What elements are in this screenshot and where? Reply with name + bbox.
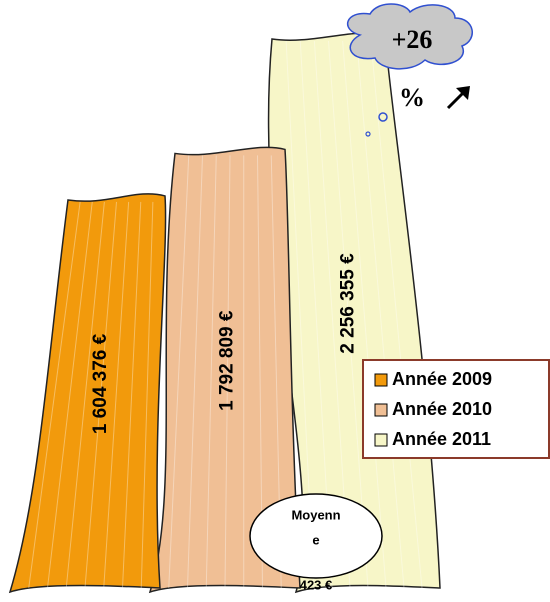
bar-stripe	[187, 155, 203, 589]
legend-swatch	[374, 433, 388, 447]
legend-label: Année 2010	[392, 399, 492, 419]
bar-stripe	[122, 201, 142, 589]
average: Moyenn e 423 €	[249, 493, 383, 592]
value-label: 1 604 376 €	[90, 333, 111, 434]
legend-swatch	[374, 403, 388, 417]
bar-stripe	[103, 201, 130, 589]
value-label: 1 792 809 €	[217, 310, 238, 411]
bar-stripe	[356, 40, 405, 589]
arrow-head	[456, 86, 470, 100]
legend-swatch	[374, 373, 388, 387]
legend-items: Année 2009 Année 2010 Année 2011	[374, 369, 492, 449]
average-ellipse	[249, 493, 383, 579]
average-label: e	[312, 532, 319, 547]
bars: 2 256 355 € 1 792 809 € 1 604 376 €	[8, 32, 441, 594]
bar-stripe	[168, 155, 190, 589]
average-label: 423 €	[300, 577, 333, 592]
average-label: Moyenn	[291, 507, 340, 522]
bar	[148, 146, 301, 594]
bar-stripe	[84, 201, 117, 589]
legend: Année 2009 Année 2010 Année 2011	[362, 359, 550, 459]
cloud-shape	[346, 3, 473, 70]
annotation-text: +26	[392, 25, 433, 54]
value-label: 2 256 355 €	[337, 253, 358, 354]
legend-box	[362, 359, 550, 459]
cloud-bubble	[365, 131, 371, 137]
legend-label: Année 2009	[392, 369, 492, 389]
bar-stripe	[313, 40, 351, 589]
bar-stripe	[224, 155, 231, 589]
bar-stripe	[28, 201, 81, 589]
bar-stripe	[140, 201, 154, 589]
bar	[8, 193, 167, 594]
legend-label: Année 2011	[392, 429, 491, 449]
cloud-bubble	[378, 112, 388, 122]
annotation-text: %	[399, 83, 425, 112]
bar-stripe	[370, 40, 423, 589]
cloud: +26 %	[346, 3, 473, 137]
bar-stripe	[65, 201, 105, 589]
bar-stripe	[47, 201, 93, 589]
bar-stripe	[328, 40, 369, 589]
bar-stripe	[205, 155, 217, 589]
bar-stripe	[342, 40, 387, 589]
